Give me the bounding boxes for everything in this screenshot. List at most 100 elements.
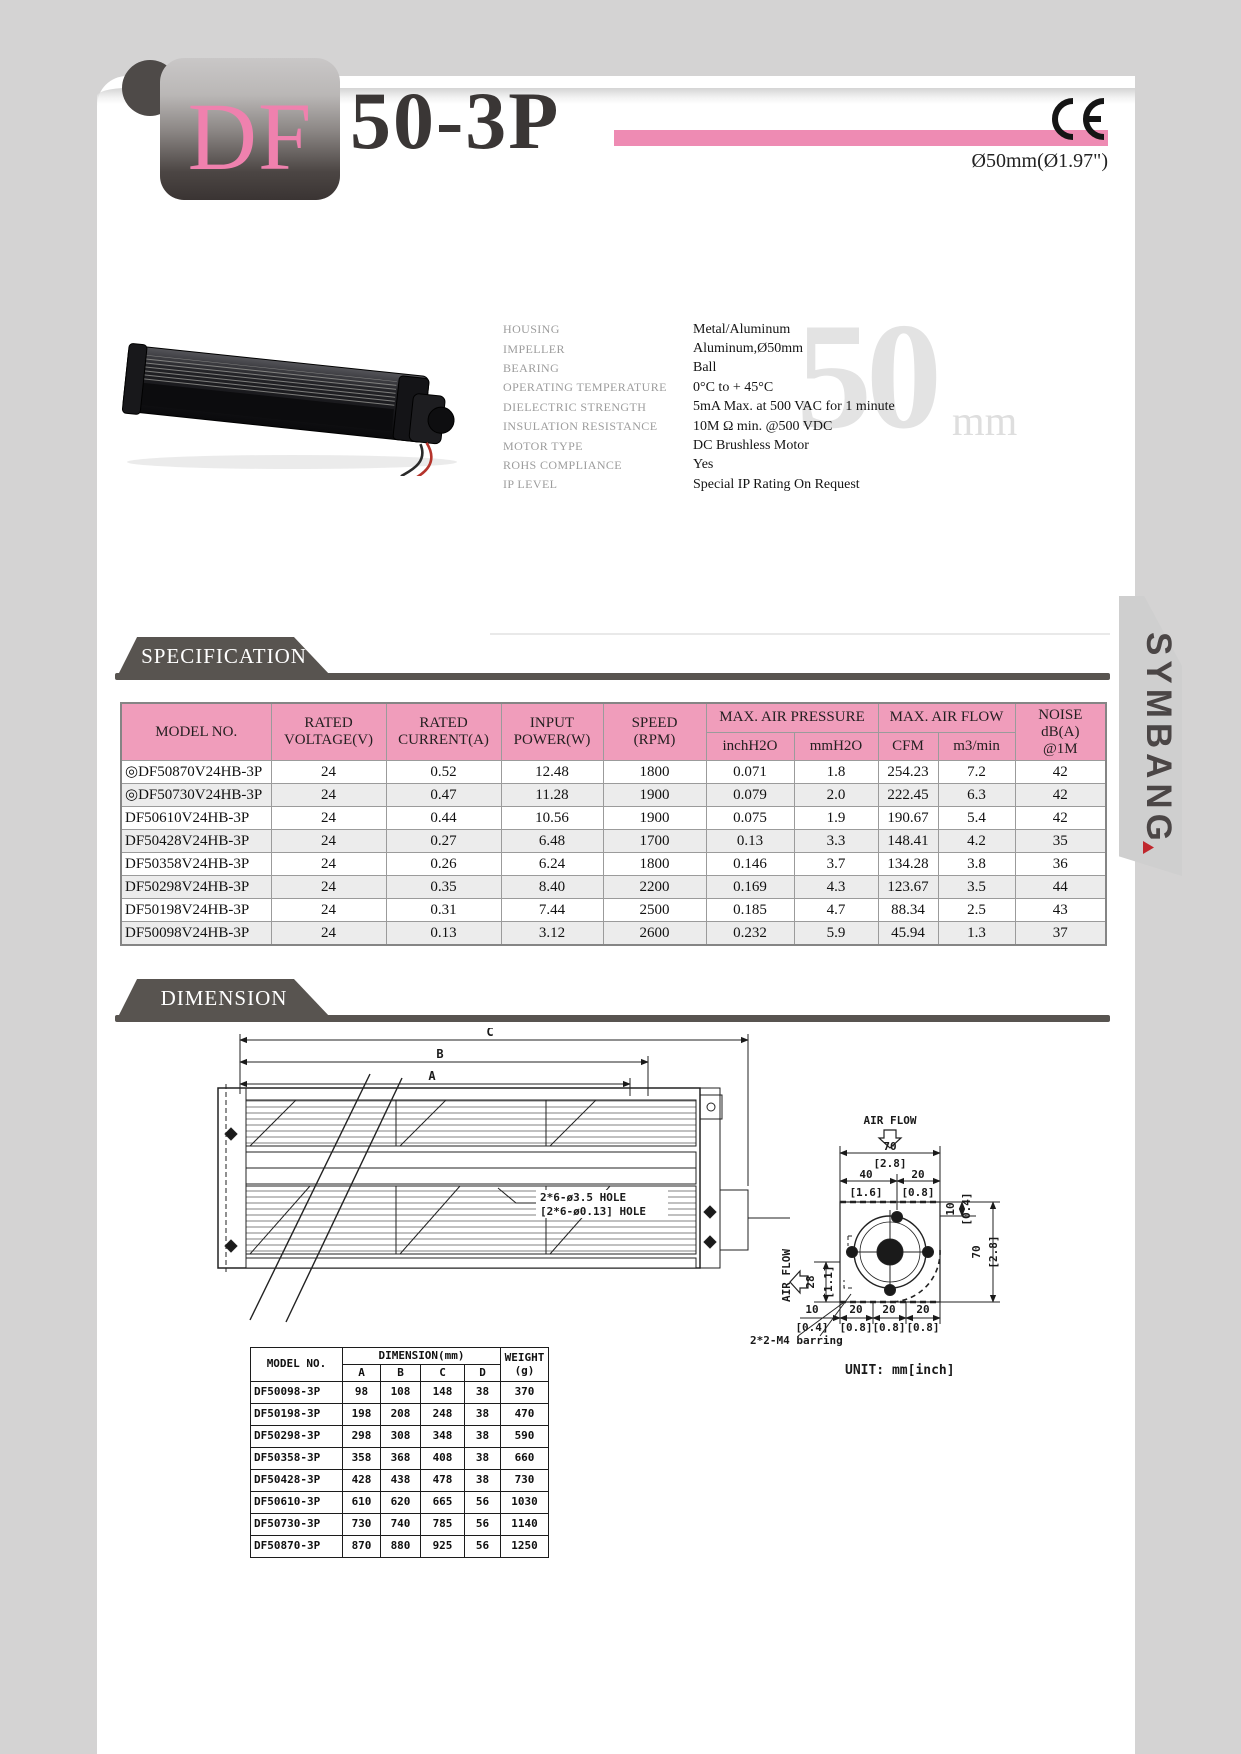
table-cell: 1.3 [937,921,1016,946]
table-cell: 0.47 [385,783,502,808]
spec-label: INSULATION RESISTANCE [503,419,658,434]
table-cell: 4.2 [937,829,1016,854]
dim-10: 10 [944,1202,957,1215]
col-subheader-inch: inchH2O [705,731,795,762]
table-row: ◎DF50870V24HB-3P 24 0.52 12.48 1800 0.071 1.8 2… [120,760,1107,785]
table-cell: 0.185 [705,898,795,923]
table-cell: 42 [1014,783,1107,808]
spec-value: 0°C to + 45°C [693,379,774,395]
table-cell: 37 [1014,921,1107,946]
accent-bar [614,130,1108,146]
table-row: DF50610V24HB-3P 24 0.44 10.56 1900 0.075 1.9 19… [120,806,1107,831]
table-cell: DF50358-3P [250,1446,343,1470]
table-cell: 368 [380,1446,421,1470]
table-cell: 38 [464,1424,501,1448]
spec-label: IMPELLER [503,341,565,356]
table-cell: 56 [464,1534,501,1558]
table-cell: 1800 [602,852,707,877]
barring-note: 2*2-M4 barring [750,1334,843,1347]
table-cell: 24 [270,760,387,785]
table-cell: 2.5 [937,898,1016,923]
table-cell: 428 [342,1468,381,1492]
table-cell: 38 [464,1446,501,1470]
dim-b20-1: 20 [849,1303,862,1316]
dim-b10: 10 [805,1303,818,1316]
unit-note: UNIT: mm[inch] [845,1363,955,1378]
table-cell: 248 [420,1402,465,1426]
specification-table-body: ◎DF50870V24HB-3P 24 0.52 12.48 1800 0.071 1.8 2… [120,760,1107,946]
table-row: DF50870-3P 870 880 925 56 1250 [250,1534,549,1558]
table-cell: 660 [500,1446,549,1470]
table-row: DF50198V24HB-3P 24 0.31 7.44 2500 0.185 4.7 88.… [120,898,1107,923]
table-cell: 1.8 [793,760,879,785]
table-cell: DF50610-3P [250,1490,343,1514]
table-cell: 198 [342,1402,381,1426]
table-cell: 24 [270,806,387,831]
col-header-current: RATED CURRENT(A) [385,702,502,762]
table-cell: DF50730-3P [250,1512,343,1536]
table-cell: 24 [270,852,387,877]
table-cell: 0.13 [705,829,795,854]
table-cell: 665 [420,1490,465,1514]
table-cell: 2200 [602,875,707,900]
table-cell: 42 [1014,760,1107,785]
spec-label: HOUSING [503,322,560,337]
col-header-model: MODEL NO. [120,702,272,762]
table-cell: 308 [380,1424,421,1448]
table-cell: ◎DF50870V24HB-3P [120,760,272,785]
dim-label-c: C [486,1028,493,1039]
table-cell: DF50298-3P [250,1424,343,1448]
table-cell: 43 [1014,898,1107,923]
table-cell: 1.9 [793,806,879,831]
section-bar [115,1015,1110,1022]
table-cell: 3.5 [937,875,1016,900]
dim-28-inch: [1.1] [822,1265,835,1298]
table-cell: 7.2 [937,760,1016,785]
table-cell: 98 [342,1380,381,1404]
col-header-pressure: MAX. AIR PRESSURE [705,702,879,733]
spec-value: 10M Ω min. @500 VDC [693,418,833,434]
table-cell: 0.26 [385,852,502,877]
table-cell: 1030 [500,1490,549,1514]
page-title: 50-3P [350,75,561,166]
table-cell: 370 [500,1380,549,1404]
table-cell: ◎DF50730V24HB-3P [120,783,272,808]
table-cell: 730 [342,1512,381,1536]
table-row: DF50098-3P 98 108 148 38 370 [250,1380,549,1404]
dim-col-b: B [380,1363,421,1382]
spec-value: 5mA Max. at 500 VAC for 1 minute [693,399,895,415]
spec-value: Ball [693,360,717,376]
spec-row: IMPELLER Aluminum,Ø50mm [503,339,973,358]
dim-col-d: D [464,1363,501,1382]
table-cell: 42 [1014,806,1107,831]
table-cell: 1140 [500,1512,549,1536]
table-cell: 38 [464,1402,501,1426]
table-cell: 358 [342,1446,381,1470]
spec-row: BEARING Ball [503,359,973,378]
table-cell: 222.45 [877,783,939,808]
spec-label: MOTOR TYPE [503,438,583,453]
spec-value: DC Brushless Motor [693,438,809,454]
table-cell: DF50428-3P [250,1468,343,1492]
table-cell: 148.41 [877,829,939,854]
header-divider-line [490,633,1110,635]
table-cell: 6.48 [500,829,604,854]
table-cell: 2.0 [793,783,879,808]
table-cell: 24 [270,921,387,946]
table-row: DF50358-3P 358 368 408 38 660 [250,1446,549,1470]
table-cell: 4.3 [793,875,879,900]
table-row: DF50298V24HB-3P 24 0.35 8.40 2200 0.169 4.3 123… [120,875,1107,900]
section-title: DIMENSION [160,985,288,1010]
table-cell: 24 [270,783,387,808]
table-cell: 590 [500,1424,549,1448]
dim-col-a: A [342,1363,381,1382]
col-subheader-mm: mmH2O [793,731,879,762]
table-cell: 6.24 [500,852,604,877]
table-cell: 148 [420,1380,465,1404]
table-cell: 620 [380,1490,421,1514]
table-cell: 785 [420,1512,465,1536]
table-cell: DF50098-3P [250,1380,343,1404]
page-top-shade [97,88,1135,104]
dim-20-inch: [0.8] [901,1186,934,1199]
